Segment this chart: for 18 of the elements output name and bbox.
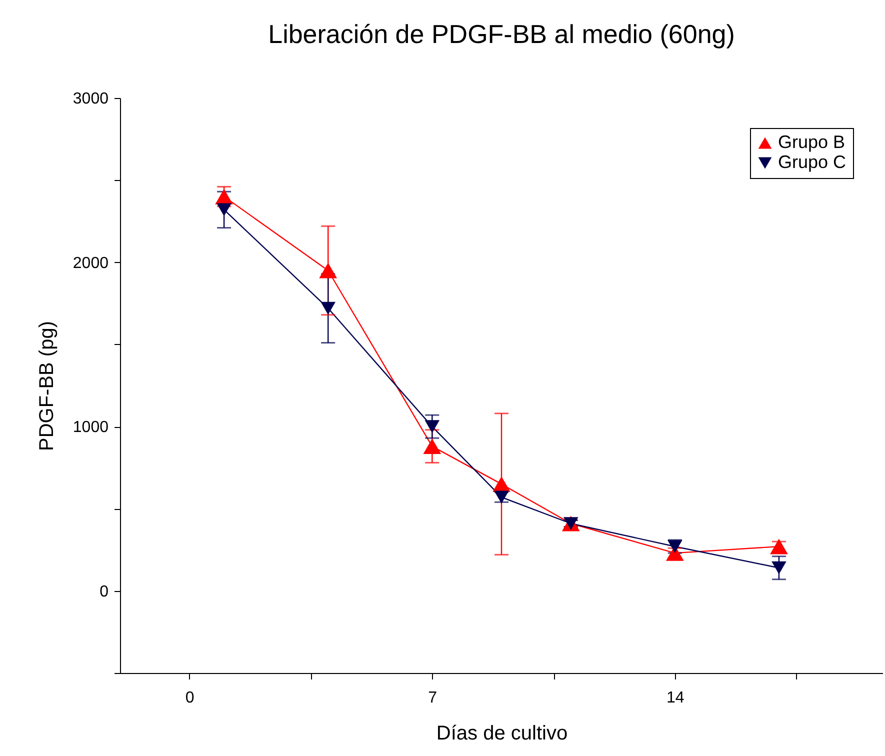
x-axis-title: Días de cultivo xyxy=(436,722,568,744)
point xyxy=(424,420,440,433)
x-tick-label: 7 xyxy=(428,690,438,706)
y-tick-label: 0 xyxy=(100,583,109,600)
point xyxy=(772,561,786,574)
y-tick-label: 1000 xyxy=(72,419,109,436)
legend-label: Grupo B xyxy=(778,132,846,152)
x-tick-label: 0 xyxy=(185,690,194,706)
chart-title: Liberación de PDGF-BB al medio (60ng) xyxy=(268,19,735,49)
y-tick-label: 2000 xyxy=(72,254,109,272)
point xyxy=(423,438,442,454)
point xyxy=(216,203,232,216)
y-tick-label: 3000 xyxy=(72,90,109,108)
x-tick-label: 14 xyxy=(666,690,684,706)
legend-label: Grupo C xyxy=(778,152,846,172)
y-axis-title: PDGF-BB (pg) xyxy=(36,320,58,452)
point xyxy=(320,302,336,315)
point xyxy=(319,262,338,278)
